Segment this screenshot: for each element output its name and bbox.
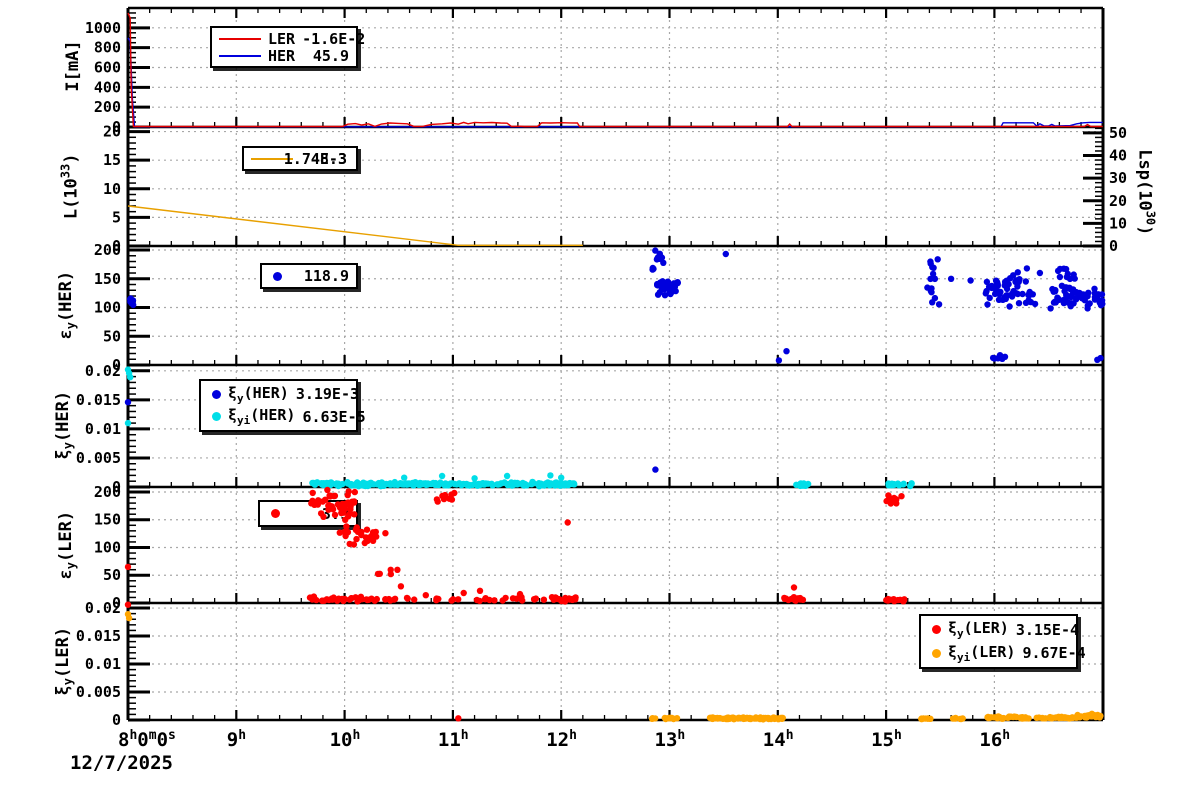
xyi-ler-dot-swatch	[932, 648, 941, 658]
svg-text:200: 200	[94, 98, 121, 116]
svg-text:200: 200	[94, 241, 121, 259]
svg-text:100: 100	[94, 538, 121, 556]
legend-row-ler: LER -1.6E-2	[219, 29, 365, 48]
her-value: 45.9	[312, 46, 349, 65]
xy-ler-dot-swatch	[932, 625, 941, 635]
xyi-her-dot-swatch	[212, 412, 221, 422]
y-axis-label-lsp: Lsp(1030)	[1134, 149, 1158, 236]
svg-text:0.02: 0.02	[85, 599, 121, 617]
lsp-value: 48.3	[310, 149, 347, 168]
xyi-her-label: ξyi(HER)	[228, 406, 296, 428]
svg-text:40: 40	[1109, 147, 1127, 165]
y-axis-label-xy-ler: ξy(LER)	[52, 626, 76, 696]
legend-row-ey-her: 118.9	[269, 267, 349, 285]
x-tick-label: 13h	[655, 728, 686, 751]
svg-text:800: 800	[94, 39, 121, 57]
svg-text:0: 0	[1109, 237, 1118, 255]
her-line-swatch	[219, 54, 261, 57]
svg-text:0: 0	[112, 118, 121, 136]
svg-text:0: 0	[112, 237, 121, 255]
xy-ler-value: 3.15E-4	[1015, 620, 1080, 639]
xy-her-dot-swatch	[212, 389, 221, 399]
legend-row-ey-ler: 3.9	[267, 504, 349, 523]
svg-text:150: 150	[94, 270, 121, 288]
legend-row-lum: 1.74E-3 48.3	[251, 149, 349, 168]
ler-line-swatch	[219, 37, 261, 40]
svg-text:30: 30	[1109, 169, 1127, 187]
svg-text:5: 5	[112, 208, 121, 226]
xyi-ler-label: ξyi(LER)	[948, 642, 1016, 664]
svg-text:0.01: 0.01	[85, 655, 121, 673]
x-tick-label: 15h	[871, 728, 902, 751]
svg-text:10: 10	[103, 180, 121, 198]
ey-her-value: 118.9	[303, 267, 349, 285]
svg-text:200: 200	[94, 483, 121, 501]
legend-current: LER -1.6E-2 HER 45.9	[210, 26, 365, 68]
svg-text:0: 0	[112, 711, 121, 729]
legend-xy-ler: ξy(LER) 3.15E-4 ξyi(LER) 9.67E-4	[919, 614, 1086, 669]
svg-text:0.015: 0.015	[76, 391, 121, 409]
x-tick-label: 12h	[546, 728, 577, 751]
x-tick-label: 11h	[438, 728, 469, 751]
svg-text:0.02: 0.02	[85, 362, 121, 380]
x-tick-label: 8h0m0s	[118, 728, 176, 751]
svg-text:0: 0	[112, 594, 121, 612]
svg-text:10: 10	[1109, 214, 1127, 232]
lum-value: 1.74E-3	[283, 149, 347, 168]
legend-row-xy-her: ξy(HER) 3.19E-3	[208, 383, 359, 406]
x-tick-label: 10h	[330, 728, 361, 751]
svg-text:0.005: 0.005	[76, 449, 121, 467]
svg-text:20: 20	[103, 123, 121, 141]
svg-text:1000: 1000	[85, 19, 121, 37]
xyi-ler-value: 9.67E-4	[1022, 644, 1086, 663]
svg-text:50: 50	[1109, 124, 1127, 142]
svg-text:400: 400	[94, 78, 121, 96]
svg-text:0: 0	[112, 478, 121, 496]
xy-ler-label: ξy(LER)	[948, 619, 1009, 641]
ey-ler-dot-swatch	[271, 509, 280, 518]
ler-label: LER	[268, 29, 296, 48]
legend-row-her: HER 45.9	[219, 46, 349, 65]
ey-ler-value: 3.9	[321, 504, 349, 523]
svg-text:15: 15	[103, 151, 121, 169]
date-label: 12/7/2025	[70, 752, 173, 774]
svg-text:50: 50	[103, 566, 121, 584]
xy-her-label: ξy(HER)	[228, 383, 289, 405]
xyi-her-value: 6.63E-5	[302, 407, 366, 426]
xy-her-value: 3.19E-3	[295, 385, 360, 404]
ey-her-dot-swatch	[273, 271, 282, 281]
svg-text:600: 600	[94, 59, 121, 77]
svg-text:0: 0	[112, 356, 121, 374]
ler-value: -1.6E-2	[302, 29, 366, 48]
x-tick-label: 16h	[979, 728, 1010, 751]
x-tick-label: 9h	[227, 728, 246, 751]
legend-row-xyi-ler: ξyi(LER) 9.67E-4	[928, 642, 1086, 666]
legend-ey-ler: 3.9	[258, 500, 358, 527]
her-label: HER	[268, 46, 296, 65]
legend-row-xyi-her: ξyi(HER) 6.63E-5	[208, 406, 366, 429]
legend-ey-her: 118.9	[260, 263, 358, 289]
svg-text:0.005: 0.005	[76, 683, 121, 701]
lum-line-swatch	[251, 157, 293, 160]
x-tick-label: 14h	[763, 728, 794, 751]
legend-xy-her: ξy(HER) 3.19E-3 ξyi(HER) 6.63E-5	[199, 379, 366, 432]
tick-label-layer: 0200400600800100005101520010203040500501…	[76, 19, 1127, 751]
svg-text:0.01: 0.01	[85, 420, 121, 438]
svg-text:20: 20	[1109, 192, 1127, 210]
legend-luminosity: 1.74E-3 48.3	[242, 146, 358, 171]
legend-row-xy-ler: ξy(LER) 3.15E-4	[928, 618, 1079, 642]
svg-text:0.015: 0.015	[76, 627, 121, 645]
svg-text:100: 100	[94, 299, 121, 317]
svg-text:50: 50	[103, 327, 121, 345]
svg-text:150: 150	[94, 511, 121, 529]
